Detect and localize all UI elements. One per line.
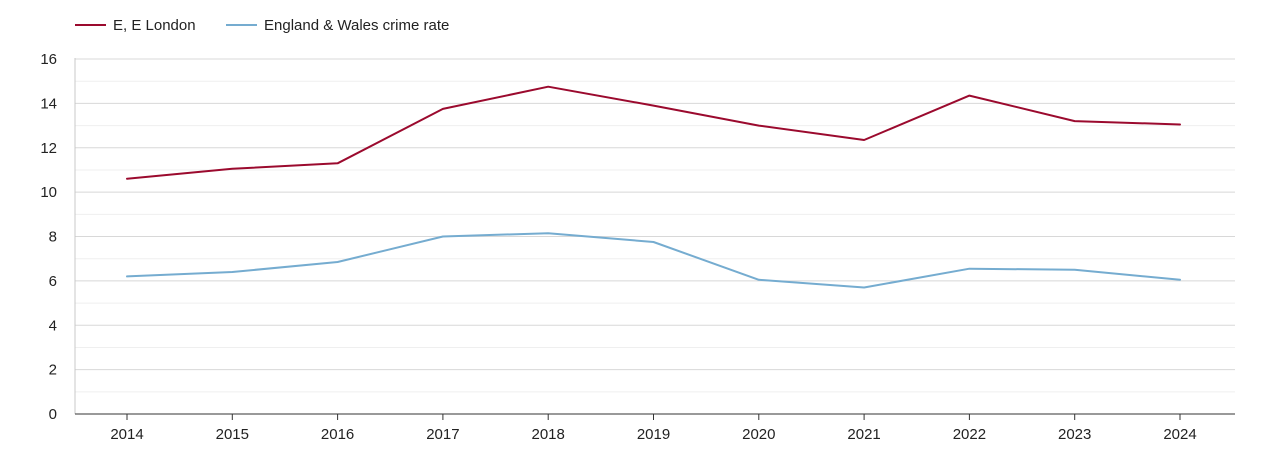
y-tick-label: 8 xyxy=(49,229,57,246)
x-tick-label: 2015 xyxy=(216,426,249,443)
y-tick-label: 2 xyxy=(49,362,57,379)
x-tick-label: 2014 xyxy=(110,426,143,443)
series-line-0 xyxy=(126,85,1181,180)
gridlines xyxy=(75,58,1235,393)
axes: 0 2 4 6 8 10 12 14 16 2014 2015 2016 2017 2018 2019 202… xyxy=(40,51,1235,443)
x-tick-label: 2016 xyxy=(321,426,354,443)
x-tick-label: 2018 xyxy=(532,426,565,443)
legend: E, E London England & Wales crime rate xyxy=(75,17,449,34)
legend-label-0: E, E London xyxy=(113,17,196,34)
legend-label-1: England & Wales crime rate xyxy=(264,17,449,34)
x-tick-label: 2017 xyxy=(426,426,459,443)
x-tick-label: 2020 xyxy=(742,426,775,443)
x-tick-label: 2019 xyxy=(637,426,670,443)
y-tick-label: 0 xyxy=(49,406,57,423)
series-lines xyxy=(126,85,1181,289)
x-tick-label: 2024 xyxy=(1163,426,1196,443)
series-line-1 xyxy=(126,232,1181,289)
y-tick-label: 16 xyxy=(40,51,57,68)
y-tick-label: 12 xyxy=(40,140,57,157)
y-tick-label: 14 xyxy=(40,95,57,112)
x-tick-label: 2023 xyxy=(1058,426,1091,443)
x-tick-label: 2021 xyxy=(847,426,880,443)
x-tick-label: 2022 xyxy=(953,426,986,443)
y-tick-label: 4 xyxy=(49,317,57,334)
y-tick-label: 10 xyxy=(40,184,57,201)
y-tick-label: 6 xyxy=(49,273,57,290)
